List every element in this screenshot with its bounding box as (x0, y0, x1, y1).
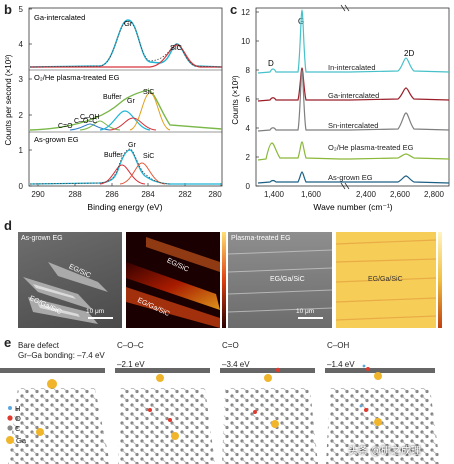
c-ytick-6: 12 (241, 8, 250, 17)
c-xlabel: Wave number (cm⁻¹) (313, 202, 392, 212)
c-ytick-5: 10 (241, 37, 250, 46)
legend-o-icon (7, 415, 13, 421)
map-right-label: EG/Ga/SiC (368, 276, 403, 283)
legend-o: O (15, 414, 21, 423)
b-xtick-3: 284 (141, 190, 155, 199)
b-xtick-1: 288 (68, 190, 82, 199)
b-o2-peak-coh: C–OH (80, 114, 99, 121)
c-spec-ga: Ga-intercalated (328, 91, 379, 100)
panel-b-label: b (4, 2, 12, 17)
b-eg-peak-sic: SiC (143, 153, 154, 160)
b-ytick-4: 4 (19, 40, 24, 49)
panel-e-label: e (4, 335, 12, 350)
sem-right-label: EG/Ga/SiC (270, 276, 305, 283)
raman-chart: 0 2 4 6 8 10 12 1,400 1,600 2,400 2,600 … (231, 4, 450, 212)
b-ga-title: Ga-intercalated (34, 13, 85, 22)
c-ytick-1: 2 (246, 153, 251, 162)
c-ytick-3: 6 (246, 95, 251, 104)
watermark: 头条 @研之成理 (348, 446, 421, 457)
b-eg-peak-buffer: Buffer (104, 152, 123, 159)
b-ytick-0: 0 (19, 182, 24, 191)
sem-right-title: Plasma-treated EG (231, 235, 291, 242)
b-ytick-1: 1 (19, 146, 24, 155)
b-xtick-5: 280 (208, 190, 222, 199)
c-xtick-3: 2,600 (390, 190, 411, 199)
sem-left-scalebar (88, 317, 113, 319)
legend-c: C (15, 424, 21, 433)
b-o2-peak-ceo: C=O (58, 123, 73, 130)
b-xlabel: Binding energy (eV) (87, 202, 162, 212)
b-o2-peak-sic: SiC (143, 89, 154, 96)
b-ga-peak-sic: SiC (170, 43, 183, 52)
panel-c-label: c (230, 2, 238, 17)
b-ytick-3: 3 (19, 75, 24, 84)
c-xtick-4: 2,800 (424, 190, 445, 199)
map-plasma: EG/Ga/SiC (336, 232, 436, 328)
e-sub-1: –2.1 eV (117, 360, 145, 369)
b-ga-peak-gr: Gr (124, 19, 133, 28)
legend-ga: Ga (16, 436, 27, 445)
sem-right-scale: 10 μm (296, 308, 315, 315)
e-sub-3: –1.4 eV (327, 360, 355, 369)
c-spec-eg: As-grown EG (328, 173, 373, 182)
c-ytick-0: 0 (246, 182, 251, 191)
e-sub-2: –3.4 eV (222, 360, 250, 369)
e-sub-0: Gr–Ga bonding: –7.4 eV (18, 351, 105, 360)
e-title-1: C–O–C (117, 341, 144, 350)
e-title-3: C–OH (327, 341, 350, 350)
legend-ga-icon (6, 436, 14, 444)
dft-structures: H O C Ga (0, 364, 440, 464)
legend-h: H (15, 404, 20, 413)
b-ytick-5: 5 (19, 5, 24, 14)
e-title-0: Bare defect (18, 341, 59, 350)
panel-d-label: d (4, 218, 12, 233)
b-eg-title: As-grown EG (34, 135, 79, 144)
b-xtick-0: 290 (31, 190, 45, 199)
sem-as-grown: As-grown EG EG/SiC EG/Ga/SiC 10 μm (18, 232, 122, 328)
b-ylabel: Counts per second (×10³) (4, 54, 13, 145)
c-ytick-2: 4 (246, 124, 251, 133)
c-peak-d: D (268, 59, 274, 68)
c-ytick-4: 8 (246, 66, 251, 75)
c-xtick-0: 1,400 (264, 190, 285, 199)
colorbar-left (222, 232, 226, 328)
sem-left-title: As-grown EG (21, 235, 63, 242)
b-eg-peak-gr: Gr (128, 142, 136, 149)
b-o2-peak-coc: C–O–C (74, 118, 97, 125)
b-o2-peak-buffer: Buffer (103, 94, 122, 101)
sem-left-scale: 10 μm (86, 308, 105, 315)
sem-plasma: Plasma-treated EG EG/Ga/SiC 10 μm (228, 232, 332, 328)
sem-right-scalebar (298, 317, 323, 319)
map-as-grown: EG/SiC EG/Ga/SiC (126, 232, 220, 328)
c-spec-sn: Sn-intercalated (328, 121, 378, 130)
c-spec-in: In-intercalated (328, 63, 376, 72)
c-spec-o2: O₂/He plasma-treated EG (328, 143, 414, 152)
c-ylabel: Counts (×10³) (231, 75, 240, 124)
c-xtick-1: 1,600 (301, 190, 322, 199)
legend-c-icon (7, 425, 13, 431)
b-o2-peak-gr: Gr (127, 98, 135, 105)
b-ytick-2: 2 (19, 111, 24, 120)
colorbar-right (438, 232, 442, 328)
xps-chart: 0 1 2 3 4 5 290 288 286 284 282 280 Bind… (4, 5, 223, 212)
legend-h-icon (8, 406, 12, 410)
b-xtick-4: 282 (178, 190, 192, 199)
c-peak-2d: 2D (404, 49, 414, 58)
e-title-2: C=O (222, 341, 239, 350)
c-xtick-2: 2,400 (356, 190, 377, 199)
b-xtick-2: 286 (105, 190, 119, 199)
b-o2-title: O₂/He plasma-treated EG (34, 73, 120, 82)
